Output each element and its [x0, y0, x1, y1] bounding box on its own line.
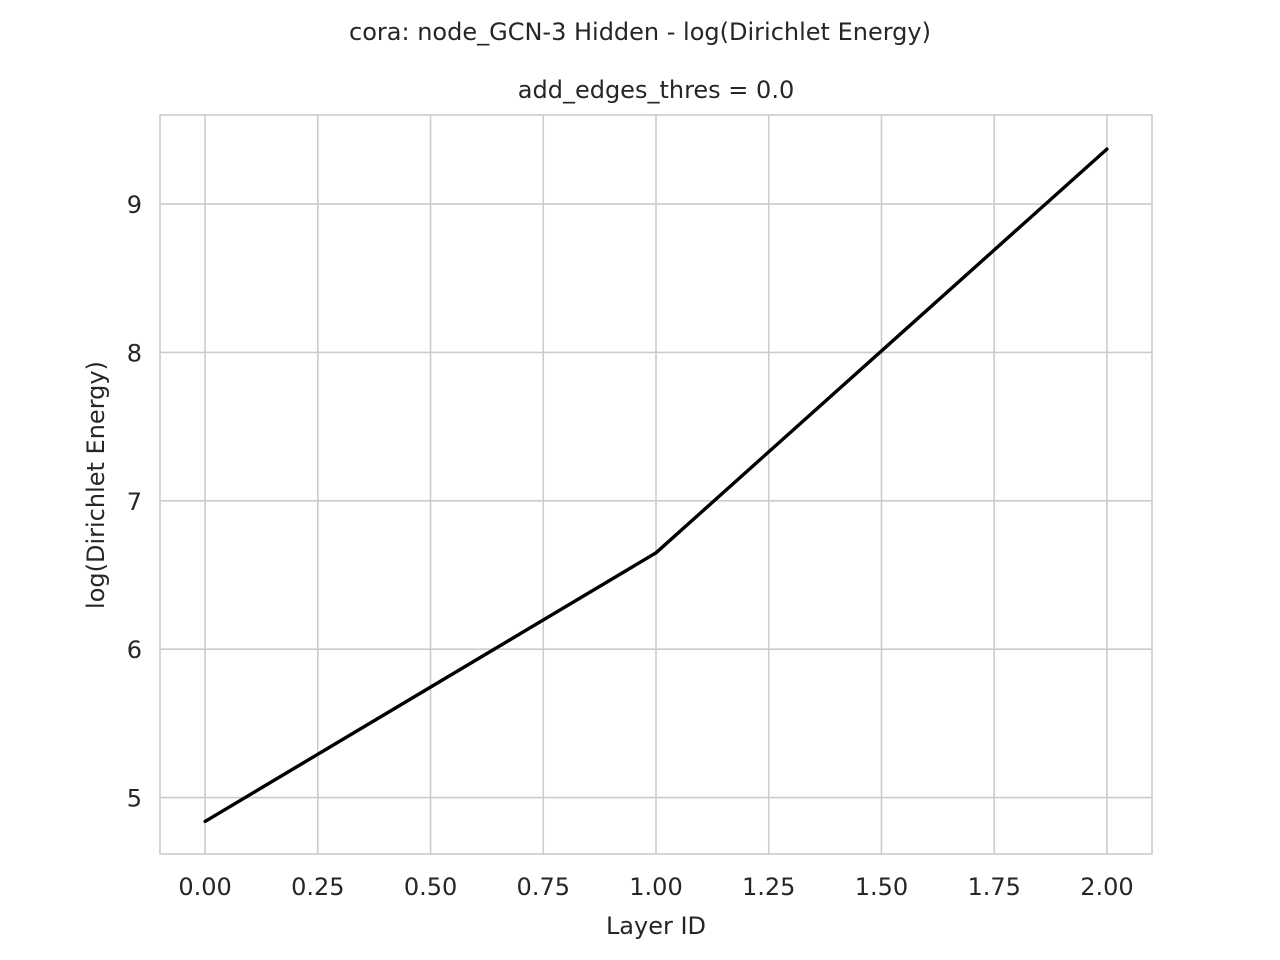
x-tick-label: 1.75 — [967, 873, 1020, 901]
x-tick-label: 1.50 — [855, 873, 908, 901]
grid-layer — [160, 115, 1152, 854]
plot-frame — [159, 114, 1153, 855]
x-axis-label: Layer ID — [606, 912, 706, 940]
chart-suptitle: cora: node_GCN-3 Hidden - log(Dirichlet … — [349, 18, 931, 46]
y-tick-label: 8 — [127, 339, 142, 367]
series-layer — [203, 147, 1109, 824]
y-axis-label: log(Dirichlet Energy) — [82, 361, 110, 609]
x-tick-label: 0.25 — [291, 873, 344, 901]
y-tick-label: 9 — [127, 191, 142, 219]
x-tick-label: 0.00 — [178, 873, 231, 901]
y-tick-label: 7 — [127, 488, 142, 516]
chart-title: add_edges_thres = 0.0 — [518, 76, 794, 104]
y-tick-label: 5 — [127, 785, 142, 813]
x-tick-label: 1.00 — [629, 873, 682, 901]
x-tick-label: 0.75 — [517, 873, 570, 901]
x-tick-labels: 0.00 0.25 0.50 0.75 1.00 1.25 1.50 1.75 2.00 — [178, 873, 1133, 901]
x-tick-label: 0.50 — [404, 873, 457, 901]
x-tick-label: 2.00 — [1080, 873, 1133, 901]
series-line — [203, 147, 1109, 824]
y-tick-labels: 5 6 7 8 9 — [127, 191, 142, 813]
x-tick-label: 1.25 — [742, 873, 795, 901]
y-tick-label: 6 — [127, 636, 142, 664]
